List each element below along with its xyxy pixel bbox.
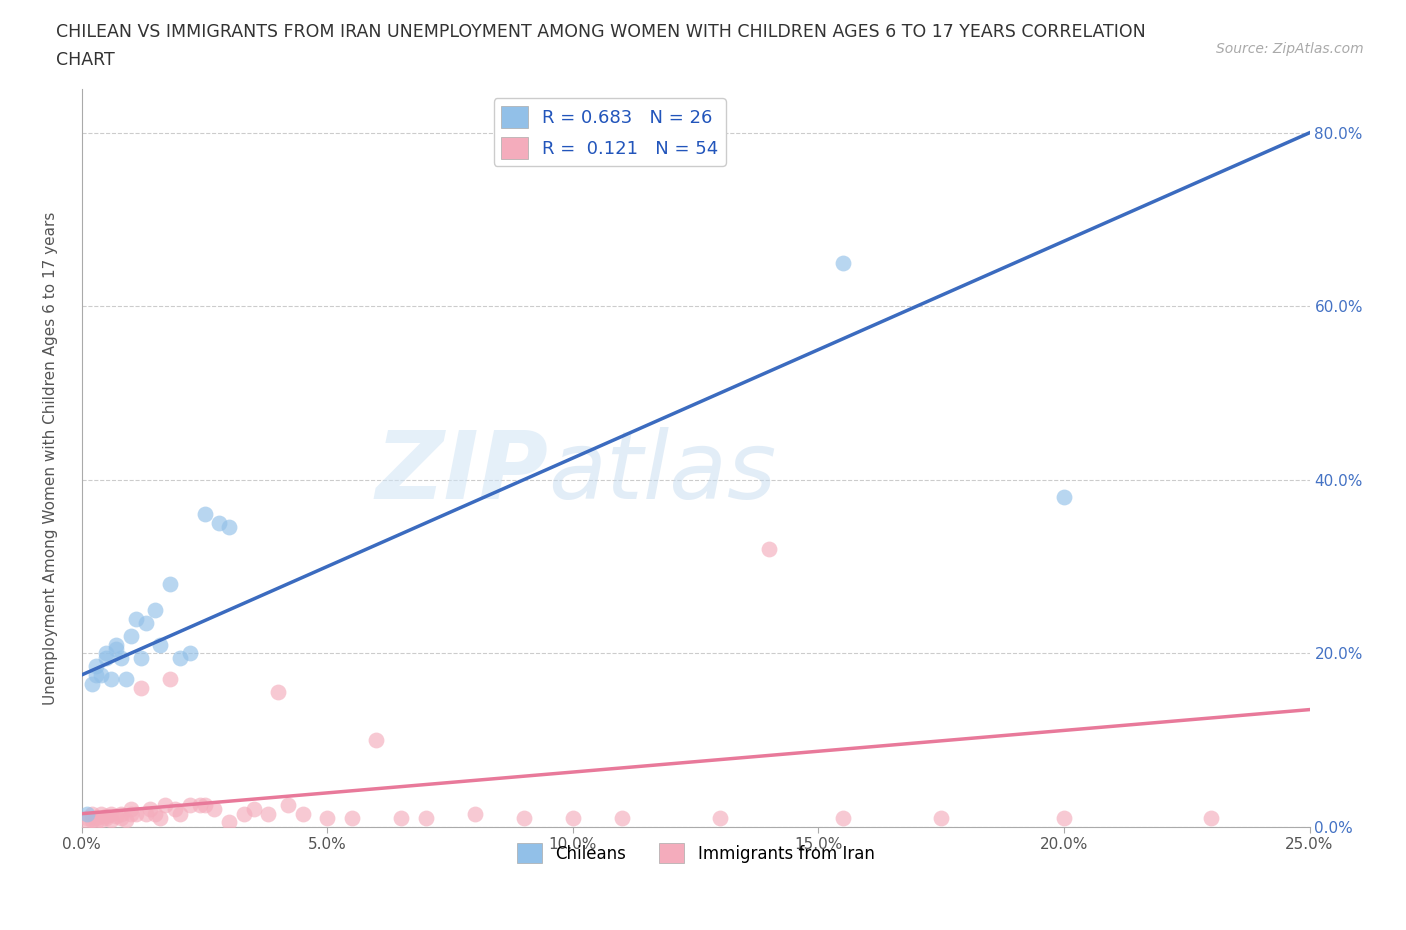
- Point: [96, 811, 118, 826]
- Point: [169, 806, 191, 821]
- Point: [125, 806, 148, 821]
- Point: [149, 637, 172, 652]
- Point: [267, 684, 290, 699]
- Point: [208, 515, 231, 530]
- Point: [86, 815, 108, 830]
- Point: [218, 815, 240, 830]
- Point: [149, 811, 172, 826]
- Point: [96, 645, 118, 660]
- Text: CHILEAN VS IMMIGRANTS FROM IRAN UNEMPLOYMENT AMONG WOMEN WITH CHILDREN AGES 6 TO: CHILEAN VS IMMIGRANTS FROM IRAN UNEMPLOY…: [56, 23, 1146, 41]
- Point: [110, 806, 132, 821]
- Point: [110, 650, 132, 665]
- Point: [96, 809, 118, 824]
- Point: [1053, 490, 1076, 505]
- Text: atlas: atlas: [548, 427, 776, 518]
- Point: [316, 811, 339, 826]
- Point: [277, 798, 299, 813]
- Point: [415, 811, 437, 826]
- Point: [115, 812, 138, 827]
- Point: [129, 681, 152, 696]
- Point: [110, 811, 132, 826]
- Point: [366, 733, 388, 748]
- Point: [193, 507, 215, 522]
- Point: [80, 812, 103, 827]
- Point: [135, 616, 157, 631]
- Point: [159, 671, 181, 686]
- Point: [193, 798, 215, 813]
- Point: [100, 671, 122, 686]
- Point: [90, 806, 112, 821]
- Point: [232, 806, 254, 821]
- Point: [80, 676, 103, 691]
- Point: [291, 806, 314, 821]
- Point: [159, 577, 181, 591]
- Point: [202, 802, 225, 817]
- Point: [96, 650, 118, 665]
- Point: [86, 658, 108, 673]
- Point: [120, 802, 142, 817]
- Point: [100, 812, 122, 827]
- Point: [145, 806, 167, 821]
- Point: [76, 811, 98, 826]
- Text: ZIP: ZIP: [375, 427, 548, 519]
- Point: [115, 671, 138, 686]
- Point: [86, 668, 108, 683]
- Point: [832, 811, 855, 826]
- Point: [105, 637, 128, 652]
- Point: [758, 541, 780, 556]
- Point: [389, 811, 412, 826]
- Point: [512, 811, 534, 826]
- Point: [145, 603, 167, 618]
- Point: [179, 798, 201, 813]
- Point: [610, 811, 633, 826]
- Point: [120, 629, 142, 644]
- Point: [242, 802, 264, 817]
- Point: [105, 642, 128, 657]
- Point: [76, 806, 98, 821]
- Point: [163, 802, 186, 817]
- Point: [76, 815, 98, 830]
- Point: [105, 809, 128, 824]
- Point: [218, 520, 240, 535]
- Legend: Chileans, Immigrants from Iran: Chileans, Immigrants from Iran: [510, 836, 882, 870]
- Point: [100, 806, 122, 821]
- Point: [125, 611, 148, 626]
- Point: [86, 811, 108, 826]
- Point: [464, 806, 486, 821]
- Point: [832, 256, 855, 271]
- Point: [120, 806, 142, 821]
- Point: [709, 811, 731, 826]
- Point: [90, 668, 112, 683]
- Point: [155, 798, 177, 813]
- Point: [340, 811, 363, 826]
- Point: [135, 806, 157, 821]
- Point: [179, 645, 201, 660]
- Text: Source: ZipAtlas.com: Source: ZipAtlas.com: [1216, 42, 1364, 56]
- Point: [90, 812, 112, 827]
- Point: [929, 811, 952, 826]
- Point: [561, 811, 583, 826]
- Point: [80, 806, 103, 821]
- Point: [129, 650, 152, 665]
- Text: CHART: CHART: [56, 51, 115, 69]
- Point: [1201, 811, 1223, 826]
- Point: [188, 798, 211, 813]
- Point: [169, 650, 191, 665]
- Point: [1053, 811, 1076, 826]
- Point: [257, 806, 280, 821]
- Y-axis label: Unemployment Among Women with Children Ages 6 to 17 years: Unemployment Among Women with Children A…: [44, 211, 58, 705]
- Point: [139, 802, 162, 817]
